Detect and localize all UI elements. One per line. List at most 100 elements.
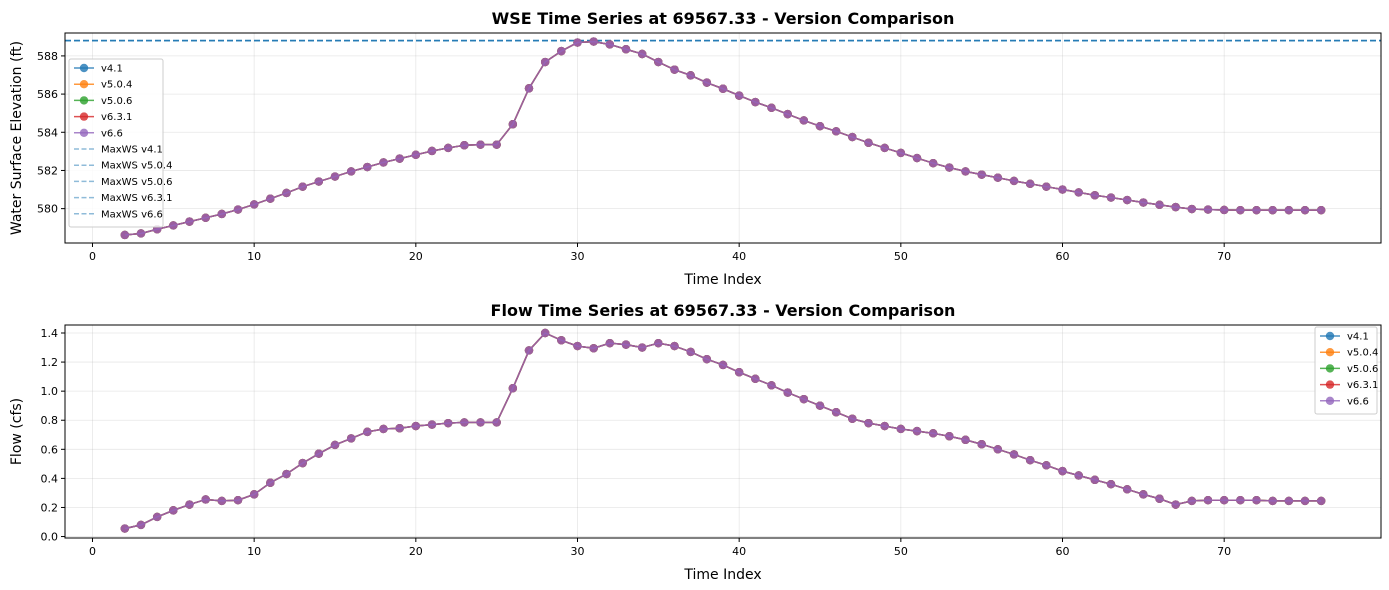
flow-data-point bbox=[508, 384, 518, 393]
wse-legend-label: v6.6 bbox=[101, 128, 123, 139]
flow-data-point bbox=[492, 418, 501, 427]
wse-data-point bbox=[1268, 205, 1277, 215]
wse-data-point bbox=[201, 213, 210, 222]
flow-data-point bbox=[799, 394, 809, 404]
wse-data-point bbox=[670, 65, 679, 74]
flow-chart-panel: Flow Time Series at 69567.33 - Version C… bbox=[9, 301, 1382, 583]
wse-x-tick-label: 0 bbox=[89, 250, 96, 263]
flow-data-point bbox=[249, 490, 259, 499]
wse-y-tick-label: 580 bbox=[37, 203, 58, 216]
flow-data-point bbox=[896, 424, 906, 434]
wse-data-point bbox=[395, 154, 404, 163]
wse-data-point bbox=[589, 37, 598, 46]
wse-x-tick-label: 30 bbox=[570, 250, 584, 263]
wse-y-tick-label: 588 bbox=[37, 50, 58, 63]
flow-data-point bbox=[411, 421, 421, 431]
wse-legend-label: MaxWS v4.1 bbox=[101, 145, 163, 156]
wse-data-point bbox=[330, 172, 340, 181]
flow-data-point bbox=[573, 341, 582, 351]
flow-grid bbox=[65, 325, 1381, 538]
wse-data-point bbox=[1074, 188, 1083, 197]
wse-data-point bbox=[1042, 182, 1051, 191]
flow-data-point bbox=[201, 495, 210, 504]
wse-data-point bbox=[702, 78, 712, 87]
flow-data-point bbox=[977, 440, 986, 449]
flow-data-point bbox=[298, 458, 307, 468]
wse-chart-title: WSE Time Series at 69567.33 - Version Co… bbox=[492, 9, 955, 28]
wse-x-tick-label: 50 bbox=[894, 250, 908, 263]
wse-legend-label: v4.1 bbox=[101, 64, 123, 75]
flow-data-point bbox=[1236, 495, 1245, 505]
wse-data-point bbox=[508, 120, 518, 129]
wse-data-point bbox=[282, 188, 291, 198]
flow-legend-label: v4.1 bbox=[1347, 332, 1369, 343]
flow-data-point bbox=[557, 336, 566, 345]
wse-data-point bbox=[912, 153, 922, 163]
flow-data-point bbox=[1025, 456, 1035, 465]
wse-data-point bbox=[460, 141, 469, 150]
wse-data-point bbox=[864, 138, 873, 147]
flow-data-point bbox=[169, 506, 178, 515]
flow-data-point bbox=[217, 496, 227, 506]
wse-data-point bbox=[346, 167, 356, 176]
wse-plot-frame bbox=[64, 32, 1382, 244]
flow-data-point bbox=[1042, 461, 1051, 470]
wse-legend-swatch-marker bbox=[79, 96, 89, 105]
wse-data-point bbox=[298, 182, 307, 191]
wse-data-point bbox=[573, 38, 582, 47]
wse-data-point bbox=[961, 167, 970, 176]
wse-data-point bbox=[1187, 204, 1197, 214]
flow-data-point bbox=[605, 338, 615, 348]
wse-data-point bbox=[880, 143, 889, 153]
flow-data-point bbox=[266, 478, 275, 487]
flow-data-point bbox=[1300, 496, 1310, 506]
flow-data-point bbox=[185, 500, 194, 509]
flow-legend-label: v5.0.6 bbox=[1347, 364, 1378, 375]
flow-data-point bbox=[848, 414, 857, 423]
flow-data-point bbox=[1316, 496, 1326, 506]
wse-data-point bbox=[1219, 205, 1229, 215]
wse-data-point bbox=[1300, 205, 1310, 215]
flow-ticks: 0 10 20 30 40 50 60 70 0.0 0.2 0.4 0.6 0.8 1.0 1.2 1.4 bbox=[41, 327, 1232, 558]
wse-data-point bbox=[1106, 193, 1116, 202]
flow-data-point bbox=[783, 388, 792, 397]
flow-data-point bbox=[282, 469, 291, 479]
flow-data-point bbox=[476, 418, 485, 427]
flow-chart-title: Flow Time Series at 69567.33 - Version C… bbox=[491, 301, 956, 320]
flow-data-point bbox=[152, 512, 162, 522]
flow-data-point bbox=[831, 408, 841, 417]
wse-data-point bbox=[1090, 191, 1100, 200]
flow-data-point bbox=[1074, 471, 1083, 480]
flow-data-point bbox=[120, 524, 130, 533]
flow-plot-frame bbox=[64, 324, 1382, 539]
wse-data-point bbox=[363, 162, 372, 172]
wse-data-point bbox=[1025, 179, 1035, 189]
wse-data-point bbox=[1155, 200, 1164, 210]
flow-y-axis-label: Flow (cfs) bbox=[9, 398, 25, 465]
flow-data-point bbox=[1090, 475, 1100, 485]
flow-data-point bbox=[621, 340, 631, 349]
flow-data-point bbox=[928, 429, 938, 438]
wse-data-point bbox=[815, 121, 825, 131]
flow-data-point bbox=[524, 346, 534, 355]
wse-data-point bbox=[928, 159, 938, 168]
wse-data-point bbox=[751, 97, 760, 107]
wse-data-point bbox=[217, 209, 227, 219]
wse-x-tick-label: 10 bbox=[247, 250, 261, 263]
flow-legend-label: v6.6 bbox=[1347, 396, 1369, 407]
wse-y-axis-label: Water Surface Elevation (ft) bbox=[9, 41, 25, 235]
flow-y-tick-label: 0.4 bbox=[41, 472, 59, 485]
wse-data-point bbox=[621, 45, 631, 54]
flow-data-point bbox=[993, 445, 1003, 454]
flow-data-point bbox=[637, 343, 647, 352]
wse-series-group bbox=[120, 37, 1326, 240]
wse-legend-swatch-marker bbox=[79, 80, 89, 89]
wse-legend-label: MaxWS v5.0.6 bbox=[101, 177, 172, 188]
flow-data-point bbox=[686, 347, 695, 357]
flow-y-tick-label: 0.2 bbox=[41, 501, 59, 514]
wse-data-point bbox=[1284, 205, 1294, 215]
flow-data-point bbox=[1203, 495, 1213, 505]
flow-data-point bbox=[233, 495, 243, 505]
flow-x-tick-label: 50 bbox=[894, 545, 908, 558]
